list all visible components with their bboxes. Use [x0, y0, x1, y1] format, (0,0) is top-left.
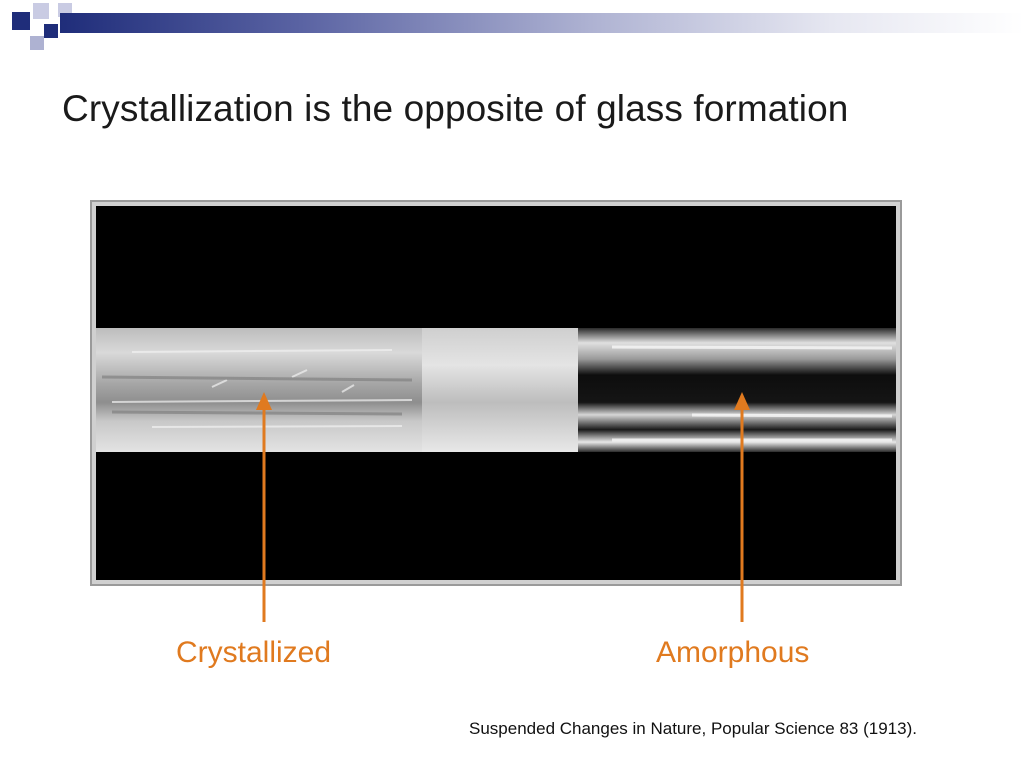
header-square-4: [30, 36, 44, 50]
header-square-2: [33, 3, 49, 19]
header-square-3: [44, 24, 58, 38]
slide-title: Crystallization is the opposite of glass…: [62, 88, 849, 129]
label-crystallized: Crystallized: [176, 636, 332, 669]
header-square-1: [12, 12, 30, 30]
glass-rod-image: [96, 206, 896, 580]
source-caption: Suspended Changes in Nature, Popular Sci…: [469, 719, 917, 738]
label-amorphous: Amorphous: [656, 636, 810, 669]
header-gradient-bar: [60, 13, 1024, 33]
glass-rod-photo: [90, 200, 902, 586]
